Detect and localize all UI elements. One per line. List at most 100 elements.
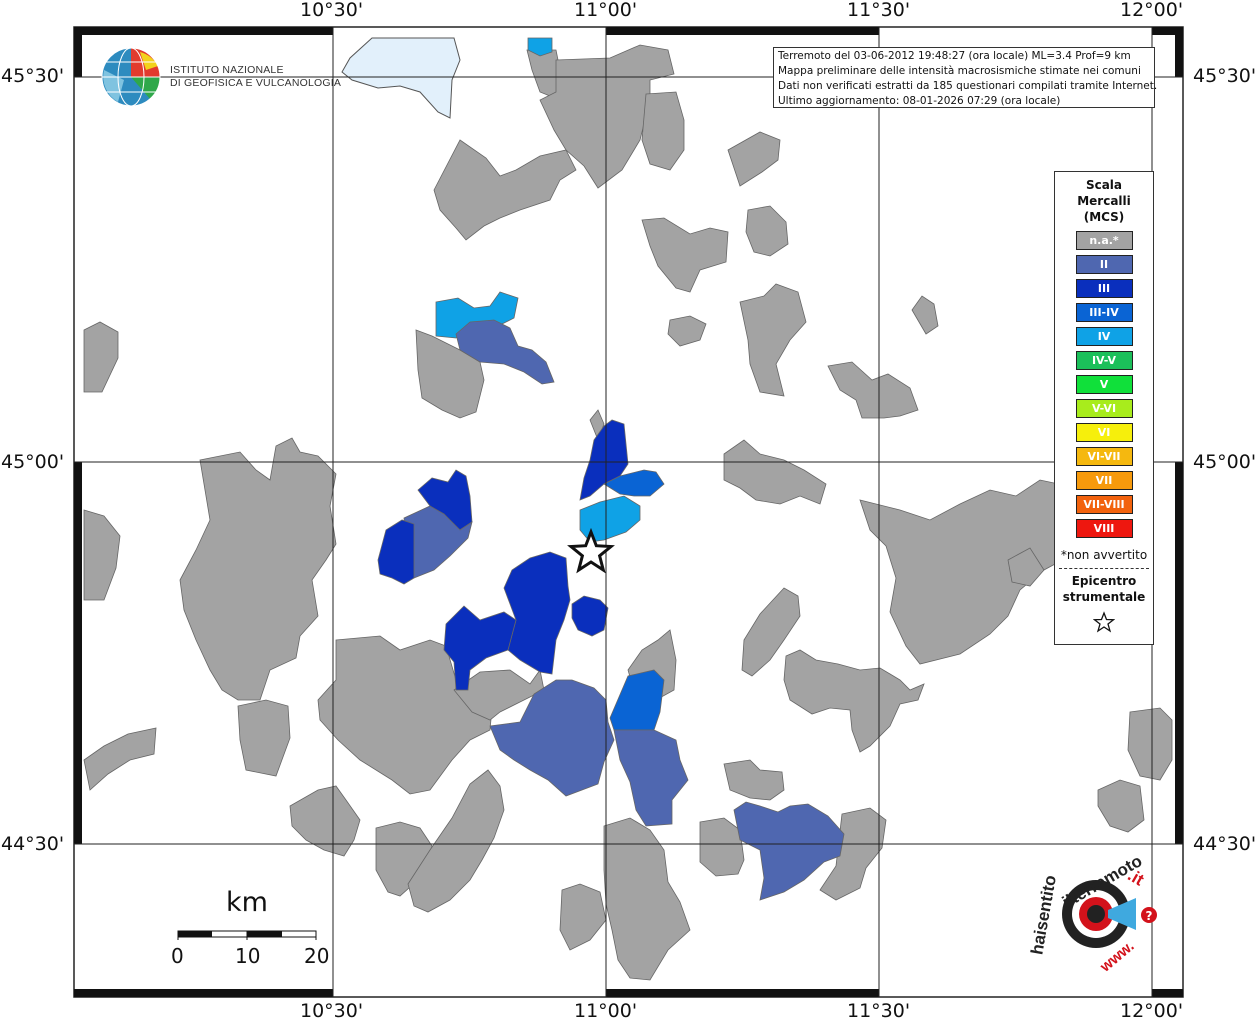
legend-star-icon	[1055, 611, 1153, 637]
lon-label-top-1030: 10°30'	[300, 0, 364, 21]
event-line-4: Ultimo aggiornamento: 08-01-2026 07:29 (…	[778, 95, 1061, 107]
haisentito-logo-icon: ?	[1062, 880, 1157, 948]
comuni-intensita	[377, 37, 845, 901]
comune-grey	[289, 785, 361, 857]
ingv-line-1: ISTITUTO NAZIONALE	[170, 64, 284, 76]
legend-item-iv: IV	[1075, 327, 1133, 346]
lon-label-top-1100: 11°00'	[574, 0, 638, 21]
lon-label-bottom-1130: 11°30'	[847, 1000, 911, 1022]
frame-tick-bar	[606, 27, 879, 35]
legend-item-iii: III	[1075, 279, 1133, 298]
legend-divider	[1059, 568, 1149, 569]
comune-intensita-iv	[435, 291, 519, 339]
ingv-name: ISTITUTO NAZIONALE DI GEOFISICA E VULCAN…	[170, 64, 341, 90]
legend-item-viii: VIII	[1075, 519, 1133, 538]
legend-item-iii-iv: III-IV	[1075, 303, 1133, 322]
legend-title-3: (MCS)	[1083, 210, 1125, 224]
frame-tick-bar	[74, 27, 333, 35]
frame-tick-bar	[74, 462, 82, 844]
comune-intensita-ii	[489, 679, 615, 797]
comune-intensita-ii	[613, 729, 689, 827]
lon-label-bottom-1100: 11°00'	[574, 1000, 638, 1022]
frame-tick-bar	[1152, 989, 1183, 997]
epicentre-star	[567, 527, 615, 574]
lat-label-left-4500: 45°00'	[1, 451, 65, 473]
event-line-3: Dati non verificati estratti da 185 ques…	[778, 80, 1158, 92]
comune-grey	[827, 361, 919, 419]
legend-epicentre-line-2: strumentale	[1062, 590, 1146, 604]
lon-label-top-1200: 12°00'	[1120, 0, 1184, 21]
ingv-line-2: DI GEOFISICA E VULCANOLOGIA	[170, 77, 342, 89]
comune-intensita-ii	[455, 319, 555, 385]
lon-label-bottom-1030: 10°30'	[300, 1000, 364, 1022]
legend-title-2: Mercalli	[1077, 194, 1131, 208]
lat-label-left-4530: 45°30'	[1, 65, 65, 87]
comune-grey	[179, 437, 337, 701]
comune-grey	[433, 139, 577, 241]
comune-grey	[237, 699, 291, 777]
mcs-legend: Scala Mercalli (MCS) n.a.* II III III-IV…	[1054, 171, 1154, 645]
frame-tick-bars	[74, 27, 1183, 997]
comuni-non-avvertito	[83, 44, 1173, 981]
comune-grey	[911, 295, 939, 335]
lon-label-bottom-1200: 12°00'	[1120, 1000, 1184, 1022]
comune-intensita-iii	[377, 519, 415, 585]
comune-grey	[723, 759, 785, 801]
lat-label-right-4500: 45°00'	[1193, 451, 1256, 473]
comune-intensita-iii_iv	[603, 469, 665, 497]
lake-garda	[341, 37, 461, 119]
lat-label-right-4530: 45°30'	[1193, 65, 1256, 87]
comune-intensita-iii	[571, 595, 609, 637]
comune-grey	[559, 883, 607, 951]
comune-grey	[819, 807, 887, 901]
comune-grey	[1007, 547, 1045, 587]
comune-grey	[603, 817, 691, 981]
frame-tick-bar	[1152, 27, 1183, 35]
scale-bar	[177, 930, 317, 940]
comune-grey	[415, 329, 485, 419]
comune-grey	[83, 727, 157, 791]
comune-intensita-iv	[579, 495, 641, 543]
legend-epicentre-line-1: Epicentro	[1071, 574, 1137, 588]
comune-grey	[641, 217, 729, 293]
comune-grey	[745, 205, 789, 257]
comune-grey	[667, 315, 707, 347]
comune-grey	[1127, 707, 1173, 781]
comune-grey	[641, 91, 685, 171]
legend-item-iv-v: IV-V	[1075, 351, 1133, 370]
comune-grey	[699, 817, 745, 877]
legend-item-na: n.a.*	[1075, 231, 1133, 250]
comune-intensita-iii	[443, 605, 517, 691]
comune-grey	[83, 509, 121, 601]
comune-intensita-iii	[503, 551, 571, 675]
comune-grey	[783, 649, 925, 753]
legend-note: *non avvertito	[1060, 548, 1148, 562]
comune-grey	[727, 131, 781, 187]
comune-grey	[317, 635, 493, 795]
legend-item-vi: VI	[1075, 423, 1133, 442]
lat-label-left-4430: 44°30'	[1, 833, 65, 855]
ingv-logo-icon	[101, 47, 161, 107]
event-line-2: Mappa preliminare delle intensità macros…	[778, 65, 1141, 77]
legend-item-ii: II	[1075, 255, 1133, 274]
legend-title-1: Scala	[1085, 178, 1123, 192]
legend-item-v-vi: V-VI	[1075, 399, 1133, 418]
legend-title: Scala Mercalli (MCS)	[1055, 177, 1153, 225]
lon-label-top-1130: 11°30'	[847, 0, 911, 21]
legend-item-vii-viii: VII-VIII	[1075, 495, 1133, 514]
scale-label-0: 0	[171, 944, 184, 968]
scale-label-20: 20	[304, 944, 330, 968]
comune-intensita-iv	[527, 37, 553, 57]
legend-item-vii: VII	[1075, 471, 1133, 490]
frame-tick-bar	[74, 27, 82, 77]
comune-grey	[83, 321, 119, 393]
legend-item-vi-vii: VI-VII	[1075, 447, 1133, 466]
comune-grey	[407, 769, 505, 913]
comune-grey	[1097, 779, 1145, 833]
comune-grey	[539, 44, 675, 189]
scale-label-10: 10	[235, 944, 261, 968]
svg-text:?: ?	[1146, 909, 1153, 923]
legend-epicentre-label: Epicentro strumentale	[1055, 573, 1153, 605]
frame-tick-bar	[74, 989, 333, 997]
event-info-box: Terremoto del 03-06-2012 19:48:27 (ora l…	[773, 47, 1158, 108]
